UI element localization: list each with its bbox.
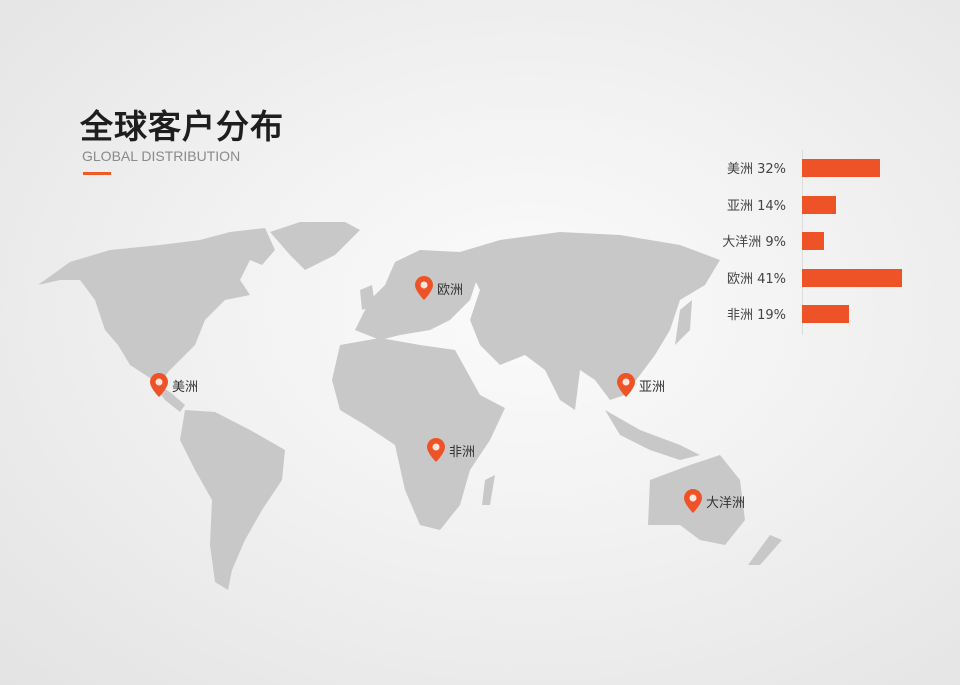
bar-大洋洲 (802, 232, 825, 250)
bar-非洲 (802, 305, 849, 323)
bar-亚洲 (802, 195, 837, 214)
map-pin-africa[interactable]: 非洲 (427, 438, 475, 462)
pin-label: 欧洲 (437, 282, 464, 298)
pin-label: 非洲 (449, 444, 476, 460)
map-pin-icon (427, 438, 445, 462)
map-pin-icon (617, 373, 635, 397)
page-title: 全球客户分布 (80, 107, 284, 146)
africa (332, 338, 505, 530)
bar-label: 大洋洲 9% (722, 235, 786, 250)
bar-label: 非洲 19% (726, 308, 786, 323)
south-america (180, 410, 285, 590)
bar-label: 美洲 32% (726, 162, 786, 177)
bar-label: 亚洲 14% (726, 198, 786, 214)
north-america (38, 228, 275, 385)
se-asia-islands (605, 410, 700, 460)
madagascar (482, 475, 495, 505)
page-subtitle: GLOBAL DISTRIBUTION (82, 148, 241, 164)
greenland (270, 222, 360, 270)
japan (675, 300, 692, 345)
uk (360, 285, 375, 310)
bar-欧洲 (802, 268, 903, 287)
map-pin-icon (415, 276, 433, 300)
map-pin-icon (150, 373, 168, 397)
bar-美洲 (802, 159, 881, 177)
map-pin-oceania[interactable]: 大洋洲 (684, 489, 745, 513)
pin-label: 亚洲 (639, 379, 666, 395)
europe (355, 250, 480, 340)
map-pin-americas[interactable]: 美洲 (150, 373, 198, 397)
asia (460, 232, 720, 410)
map-pin-europe[interactable]: 欧洲 (415, 276, 463, 300)
pin-label: 大洋洲 (706, 495, 746, 511)
map-pin-icon (684, 489, 702, 513)
title-accent-line (83, 172, 111, 175)
pin-label: 美洲 (172, 379, 199, 395)
bar-label: 欧洲 41% (726, 271, 786, 287)
map-pin-asia[interactable]: 亚洲 (617, 373, 665, 397)
new-zealand (748, 535, 782, 565)
